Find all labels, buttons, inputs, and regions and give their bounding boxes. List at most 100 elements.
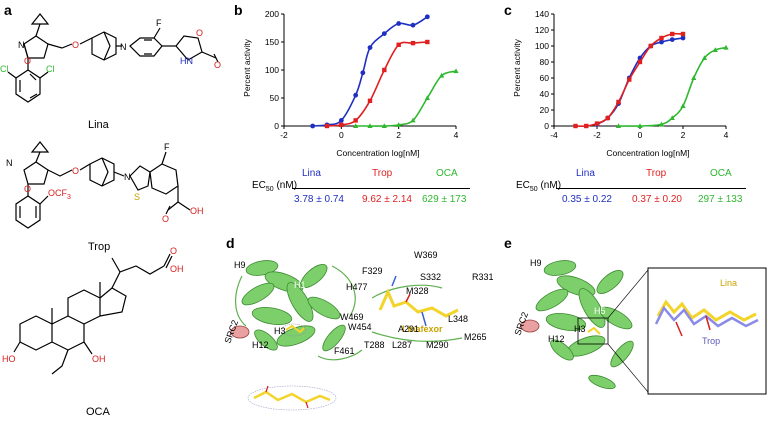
chart-b-line-lina	[312, 16, 428, 127]
panel-label-d: d	[226, 235, 235, 251]
chart-b-ytick-label: 50	[270, 93, 280, 103]
chart-b-point-lina	[381, 31, 387, 36]
atom-n-trop: N	[6, 158, 13, 168]
residue-m290: M290	[426, 340, 449, 350]
residue-m328: M328	[406, 286, 429, 296]
zoom-line-top-e	[607, 269, 649, 319]
ec50-header-lina-b: Lina	[302, 168, 321, 179]
chart-b-point-lina	[353, 92, 359, 98]
chart-b-point-lina	[310, 123, 316, 129]
chart-c-point-trop	[627, 77, 632, 82]
ec50-value-oca-b: 629 ± 173	[422, 194, 467, 205]
residue-h477: H477	[346, 282, 368, 292]
residue-f461: F461	[334, 346, 355, 356]
inset-panel-e	[647, 267, 767, 395]
chart-c-xlabel: Concentration log[nM]	[606, 148, 689, 158]
atom-o-trop: O	[24, 184, 31, 194]
ec50-value-lina-b: 3.78 ± 0.74	[294, 194, 344, 205]
chart-b-point-lina	[367, 45, 373, 50]
ec50-value-trop-b: 9.62 ± 2.14	[362, 194, 412, 205]
chart-b-xtick-label: 0	[339, 130, 344, 140]
chart-b-point-trop	[339, 122, 344, 128]
helix-label-h9-d: H9	[234, 260, 246, 270]
inset-label-lina-e: Lina	[720, 278, 737, 288]
atom-oh-acid-trop: OH	[190, 206, 204, 216]
atom-o-lina: O	[24, 56, 31, 66]
panel-label-e: e	[504, 235, 512, 251]
ligand-label-d: Linafexor	[402, 324, 443, 334]
residue-r331: R331	[472, 272, 494, 282]
chart-b-point-oca	[439, 72, 445, 78]
atom-o-ether-trop: O	[72, 166, 79, 176]
chart-c-point-trop	[670, 31, 675, 37]
atom-n-lina: N	[18, 40, 25, 50]
protein-cartoon-d	[241, 260, 346, 352]
chart-c-point-trop	[584, 123, 589, 129]
chart-c-point-oca	[680, 103, 686, 108]
src2-helix-e	[520, 319, 540, 333]
helix-label-h9-e: H9	[530, 258, 542, 268]
chart-b-point-lina	[338, 118, 344, 123]
atom-oh2-oca: OH	[92, 354, 106, 364]
chart-b-xtick-label: -2	[280, 130, 288, 140]
helix-label-h3-e: H3	[574, 324, 586, 334]
residue-l287: L287	[392, 340, 412, 350]
molecule-name-lina: Lina	[88, 119, 110, 131]
protein-cartoon-e	[535, 260, 634, 390]
atom-o-ether-lina: O	[72, 40, 79, 50]
chart-c-point-trop	[594, 121, 600, 126]
chart-b-point-lina	[396, 21, 402, 26]
chart-c-point-trop	[637, 59, 643, 65]
chart-b-point-trop	[382, 67, 387, 73]
ligand-mesh-d	[247, 385, 337, 411]
residue-l348: L348	[448, 314, 468, 324]
ec50-header-lina-c: Lina	[576, 168, 595, 179]
atom-oxo-lina: O	[214, 60, 221, 70]
chart-c-line-oca	[618, 46, 727, 127]
chart-b-point-lina	[410, 22, 416, 28]
residue-w469: W469	[340, 312, 364, 322]
chart-c-xtick-label: 0	[638, 130, 643, 140]
protein-structure-e: H9 H5 H3 H12 SRC2 Lina Trop	[512, 258, 767, 395]
chart-c-point-lina	[659, 39, 664, 45]
helix-label-h12-e: H12	[548, 334, 565, 344]
atom-n-bicyclic-trop: N	[124, 172, 131, 182]
protein-structure-d: H9 H1 H3 H12 SRC2 Linafexor W369 F329 S3…	[222, 250, 494, 411]
chart-b-ytick-label: 150	[265, 37, 279, 47]
atom-oh-oca: OH	[170, 264, 184, 274]
chart-c-ytick-label: 80	[540, 57, 550, 67]
ec50-divider-b	[292, 188, 470, 189]
ec50-value-oca-c: 297 ± 133	[698, 194, 743, 205]
chart-b-line-trop	[326, 41, 428, 127]
atom-o-oca: O	[170, 246, 177, 256]
panel-label-b: b	[234, 2, 243, 18]
chart-b-point-oca	[453, 68, 459, 74]
chart-c-point-lina	[669, 37, 675, 42]
chart-b-point-trop	[324, 123, 330, 129]
atom-o-ring-lina: O	[196, 28, 203, 38]
chart-b-xtick-label: 4	[454, 130, 459, 140]
chart-b-point-oca	[396, 122, 402, 127]
helix-label-h1-d: H1	[294, 280, 306, 290]
atom-ho-oca: HO	[2, 354, 16, 364]
chart-c-xtick-label: -2	[593, 130, 601, 140]
chart-b-point-oca	[353, 123, 359, 128]
atom-n-bicyclic-lina: N	[120, 42, 127, 52]
ec50-header-trop-b: Trop	[372, 168, 393, 179]
chart-c-ytick-label: 20	[540, 105, 550, 115]
chart-c-point-trop	[659, 35, 664, 41]
residue-w454: W454	[348, 322, 372, 332]
chart-c-ylabel: Percent activity	[512, 38, 522, 96]
ec50-header-oca-c: OCA	[710, 168, 732, 179]
panel-label-c: c	[504, 2, 512, 18]
ec50-header-trop-c: Trop	[646, 168, 667, 179]
chart-b-point-lina	[360, 70, 366, 76]
residue-w369: W369	[414, 250, 438, 260]
chart-c-ytick-label: 0	[544, 121, 549, 131]
atom-hn-lina: HN	[180, 56, 193, 66]
ligand-closeup-d	[378, 275, 459, 327]
chart-c-ytick-label: 120	[535, 25, 549, 35]
chart-b-point-trop	[410, 40, 416, 46]
chart-c-point-trop	[616, 99, 621, 105]
